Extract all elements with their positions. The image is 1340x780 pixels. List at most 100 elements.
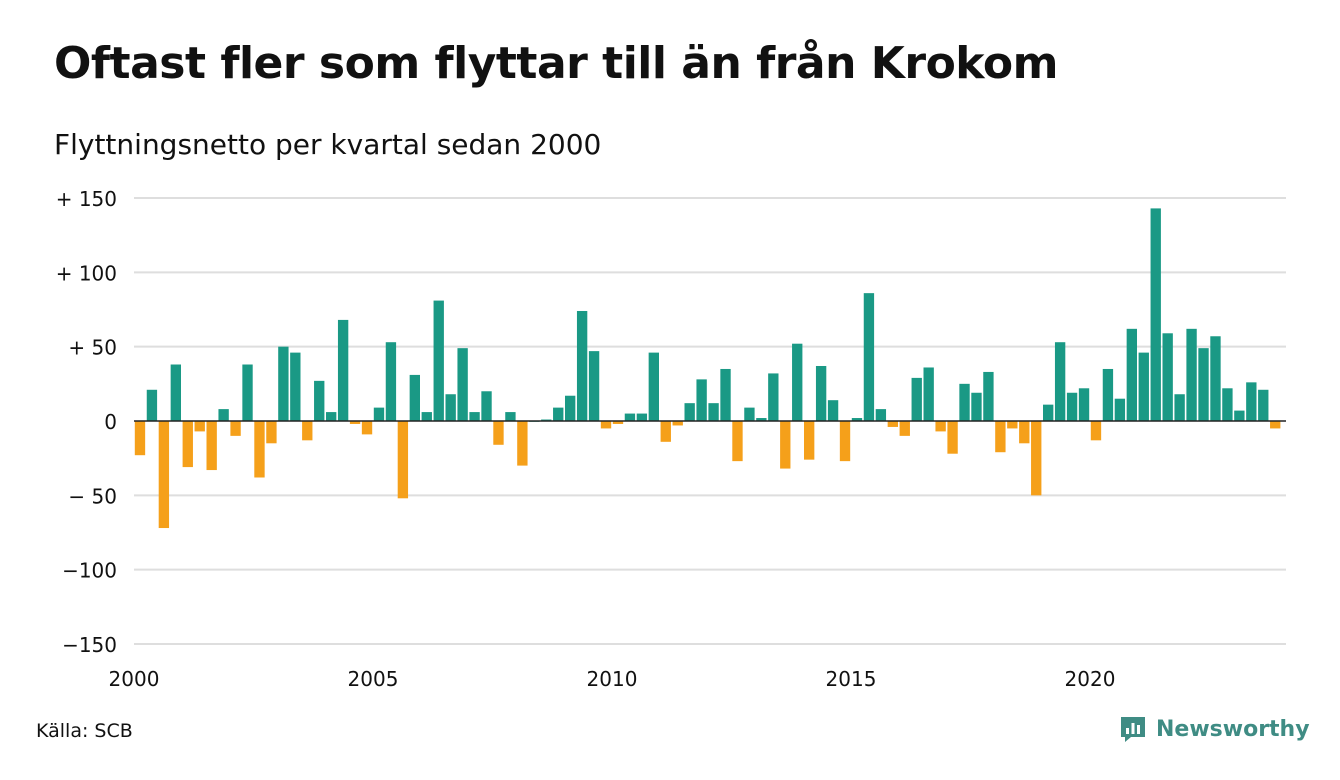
source-note: Källa: SCB — [36, 720, 133, 742]
bar — [349, 421, 361, 424]
y-tick-label: + 100 — [56, 261, 117, 285]
bar — [576, 310, 588, 421]
bar — [875, 409, 887, 421]
bar — [947, 421, 958, 454]
bar — [1210, 336, 1221, 421]
bar — [648, 352, 659, 421]
bar — [242, 364, 253, 421]
bar — [1222, 388, 1233, 421]
bar — [588, 351, 600, 421]
x-tick-label: 2015 — [826, 667, 877, 691]
brand-name: Newsworthy — [1156, 716, 1310, 742]
bar — [1043, 404, 1054, 421]
bar — [1054, 342, 1066, 421]
y-tick-label: + 50 — [68, 336, 117, 360]
bar — [1031, 421, 1042, 496]
bar — [146, 389, 158, 421]
bar — [218, 409, 229, 421]
x-tick-label: 2005 — [348, 667, 399, 691]
bar — [995, 421, 1006, 453]
bar — [290, 352, 301, 421]
bar — [170, 364, 181, 421]
y-tick-label: −100 — [62, 559, 117, 583]
brand-logo: Newsworthy — [1118, 714, 1310, 744]
x-axis-labels: 2000 2005 2010 2015 2020 — [109, 667, 1116, 691]
bar — [851, 418, 863, 421]
bar — [445, 394, 456, 421]
bar — [158, 421, 170, 529]
x-tick-label: 2010 — [587, 667, 638, 691]
bar — [373, 407, 385, 421]
bar — [1102, 368, 1114, 421]
chart-subtitle: Flyttningsnetto per kvartal sedan 2000 — [54, 128, 602, 161]
bar — [1066, 392, 1078, 421]
x-tick-label: 2000 — [109, 667, 160, 691]
bar — [756, 418, 767, 421]
bar — [134, 421, 146, 456]
bar — [863, 293, 875, 421]
bar — [1019, 421, 1030, 444]
bar — [1234, 410, 1245, 421]
chart-title: Oftast fler som flyttar till än från Kro… — [54, 38, 1058, 89]
bar — [983, 371, 994, 421]
bar — [959, 383, 970, 421]
bar — [1078, 388, 1090, 421]
bar — [792, 343, 803, 421]
bar — [409, 374, 420, 421]
bar — [385, 342, 397, 421]
bar-chart: + 150 + 100 + 50 0 − 50 −100 −150 2000 2005 2010… — [56, 187, 1286, 691]
bar — [1258, 389, 1269, 421]
bar — [768, 373, 779, 421]
bar — [684, 403, 695, 421]
bar — [744, 407, 755, 421]
bar — [1246, 382, 1257, 421]
bar — [421, 412, 432, 421]
bar — [971, 392, 982, 421]
bar — [469, 412, 480, 421]
bar — [696, 379, 707, 421]
bar — [206, 421, 217, 471]
bar — [553, 407, 564, 421]
bar — [887, 421, 898, 427]
x-tick-label: 2020 — [1065, 667, 1116, 691]
bar — [266, 421, 277, 444]
y-tick-label: − 50 — [68, 484, 117, 508]
bar — [720, 368, 731, 421]
bar — [1162, 333, 1173, 421]
bar — [600, 421, 612, 429]
bar — [254, 421, 265, 478]
bar — [337, 319, 349, 421]
bar — [1007, 421, 1018, 429]
y-axis-labels: + 150 + 100 + 50 0 − 50 −100 −150 — [56, 187, 117, 657]
bar — [660, 421, 671, 442]
bar — [565, 395, 576, 421]
bar — [935, 421, 946, 432]
bar — [708, 403, 719, 421]
bar — [314, 380, 325, 421]
bar — [481, 391, 492, 421]
bar — [1186, 328, 1197, 421]
bar — [433, 300, 444, 421]
bar — [612, 421, 624, 424]
bar — [1090, 421, 1102, 441]
bar — [624, 413, 636, 421]
bar — [839, 421, 851, 462]
bar — [493, 421, 504, 445]
bar — [672, 421, 683, 426]
bar — [361, 421, 373, 435]
bar — [815, 365, 827, 421]
bar — [278, 346, 289, 421]
bar — [326, 412, 337, 421]
bar — [780, 421, 791, 469]
y-tick-label: 0 — [104, 410, 117, 434]
bar — [923, 367, 934, 421]
bar — [194, 421, 205, 432]
bar — [636, 413, 648, 421]
bar — [1174, 394, 1185, 421]
bar — [732, 421, 743, 462]
bar — [302, 421, 313, 441]
bar — [457, 348, 468, 421]
bar — [397, 421, 409, 499]
bar — [1126, 328, 1137, 421]
bar — [1198, 348, 1209, 421]
